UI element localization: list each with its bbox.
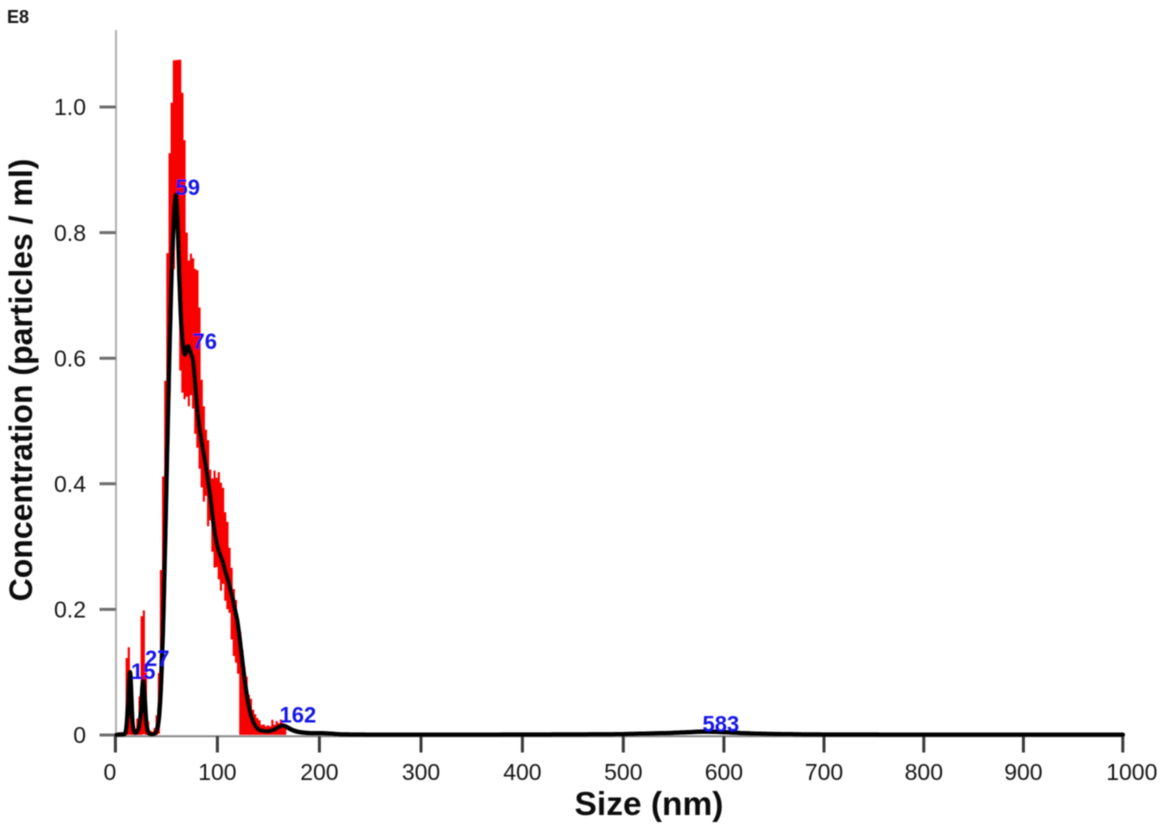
svg-text:600: 600	[705, 759, 743, 785]
svg-text:E8: E8	[7, 7, 29, 27]
svg-text:400: 400	[503, 759, 541, 785]
svg-text:500: 500	[604, 759, 642, 785]
svg-text:300: 300	[402, 759, 440, 785]
svg-text:Concentration (particles / ml): Concentration (particles / ml)	[3, 159, 39, 602]
svg-text:0.8: 0.8	[54, 220, 86, 246]
svg-text:0.6: 0.6	[54, 345, 86, 371]
svg-text:200: 200	[300, 759, 338, 785]
svg-text:0: 0	[73, 722, 86, 748]
svg-text:59: 59	[176, 175, 200, 200]
svg-text:800: 800	[905, 759, 943, 785]
svg-text:0.2: 0.2	[54, 597, 86, 623]
svg-text:1000: 1000	[1106, 759, 1157, 785]
svg-text:583: 583	[703, 712, 740, 737]
svg-text:0.4: 0.4	[54, 471, 86, 497]
svg-text:1.0: 1.0	[54, 94, 86, 120]
svg-text:700: 700	[805, 759, 843, 785]
svg-text:27: 27	[145, 646, 169, 671]
svg-text:15: 15	[131, 659, 155, 684]
svg-text:100: 100	[198, 759, 236, 785]
svg-text:Size (nm): Size (nm)	[575, 786, 724, 823]
svg-text:76: 76	[193, 329, 217, 354]
svg-text:162: 162	[280, 703, 317, 728]
svg-text:0: 0	[104, 759, 117, 785]
svg-text:900: 900	[1004, 759, 1042, 785]
